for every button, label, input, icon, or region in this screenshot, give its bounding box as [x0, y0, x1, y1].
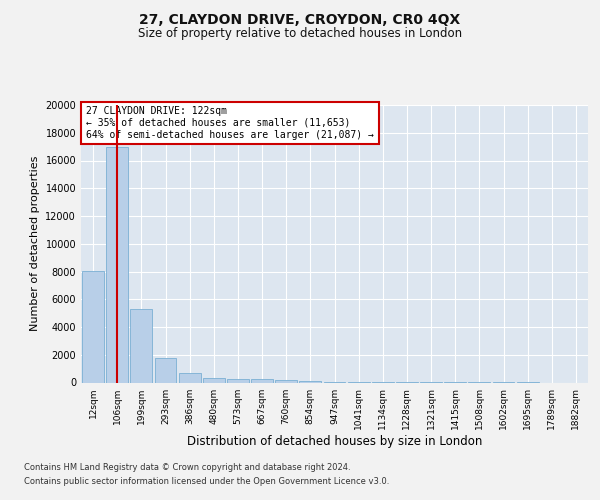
- Bar: [275, 380, 297, 382]
- Bar: [179, 374, 200, 382]
- Bar: [227, 379, 249, 382]
- Bar: [251, 380, 273, 382]
- Y-axis label: Number of detached properties: Number of detached properties: [30, 156, 40, 332]
- Bar: [203, 378, 224, 382]
- Text: Contains HM Land Registry data © Crown copyright and database right 2024.: Contains HM Land Registry data © Crown c…: [24, 464, 350, 472]
- Text: 27 CLAYDON DRIVE: 122sqm
← 35% of detached houses are smaller (11,653)
64% of se: 27 CLAYDON DRIVE: 122sqm ← 35% of detach…: [86, 106, 374, 140]
- X-axis label: Distribution of detached houses by size in London: Distribution of detached houses by size …: [187, 435, 482, 448]
- Text: Contains public sector information licensed under the Open Government Licence v3: Contains public sector information licen…: [24, 477, 389, 486]
- Bar: [82, 271, 104, 382]
- Text: 27, CLAYDON DRIVE, CROYDON, CR0 4QX: 27, CLAYDON DRIVE, CROYDON, CR0 4QX: [139, 12, 461, 26]
- Text: Size of property relative to detached houses in London: Size of property relative to detached ho…: [138, 28, 462, 40]
- Bar: [155, 358, 176, 382]
- Bar: [106, 146, 128, 382]
- Bar: [299, 381, 321, 382]
- Bar: [130, 309, 152, 382]
